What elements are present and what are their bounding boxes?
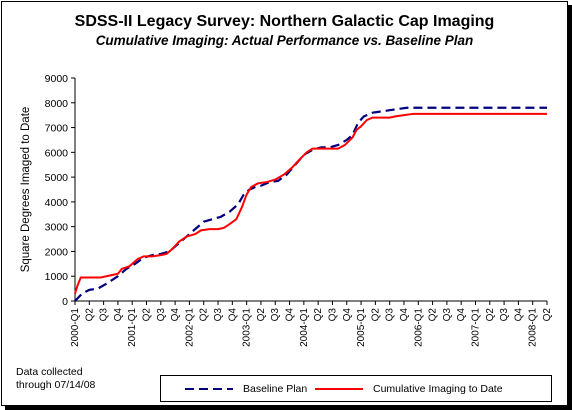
x-tick-label: Q3 <box>213 308 224 322</box>
x-tick-label: Q4 <box>342 308 353 322</box>
series-layer <box>74 106 547 302</box>
series-baseline-plan-line <box>74 106 547 302</box>
x-tick-label: 2006-Q1 <box>413 308 424 347</box>
x-tick-label: 2004-Q1 <box>299 308 310 347</box>
x-tick-label: Q2 <box>370 308 381 322</box>
x-tick-label: Q3 <box>327 308 338 322</box>
y-tick-label: 0 <box>62 296 68 308</box>
x-tick-label: Q4 <box>170 308 181 322</box>
y-axis-label: Square Degrees Imaged to Date <box>20 107 32 273</box>
chart-title: SDSS-II Legacy Survey: Northern Galactic… <box>74 13 495 30</box>
footnote-line-1: Data collected <box>16 366 83 378</box>
y-tick-label: 8000 <box>45 98 69 110</box>
line-chart: 0 1000 2000 3000 4000 5000 6000 7000 8000 9000 200… <box>20 73 553 347</box>
chart-axes: 0 1000 2000 3000 4000 5000 6000 7000 8000 9000 200… <box>45 73 553 347</box>
x-tick-label: Q2 <box>313 308 324 322</box>
legend: Baseline Plan Cumulative Imaging to Date <box>160 375 552 402</box>
chart-subtitle: Cumulative Imaging: Actual Performance v… <box>95 33 474 48</box>
x-tick-label: Q3 <box>499 308 510 322</box>
legend-swatch-baseline <box>185 388 233 390</box>
y-tick-label: 1000 <box>45 271 69 283</box>
x-tick-label: Q4 <box>113 308 124 322</box>
y-tick-label: 4000 <box>45 197 69 209</box>
x-tick-label: 2000-Q1 <box>70 308 81 347</box>
x-tick-label: Q2 <box>542 308 553 322</box>
x-tick-label: Q3 <box>99 308 110 322</box>
x-tick-label: Q2 <box>84 308 95 322</box>
x-tick-label: Q2 <box>485 308 496 322</box>
y-tick-label: 5000 <box>45 172 69 184</box>
y-tick-label: 9000 <box>45 73 69 85</box>
x-tick-label: Q4 <box>513 308 524 322</box>
x-tick-label: Q2 <box>142 308 153 322</box>
x-tick-label: 2001-Q1 <box>127 308 138 347</box>
y-tick-label: 6000 <box>45 147 69 159</box>
x-tick-label: Q2 <box>199 308 210 322</box>
x-tick-label: Q2 <box>428 308 439 322</box>
y-tick-label: 7000 <box>45 123 69 135</box>
x-tick-label: Q4 <box>456 308 467 322</box>
x-tick-label: Q4 <box>227 308 238 322</box>
x-tick-label: 2005-Q1 <box>356 308 367 347</box>
x-tick-label: Q3 <box>156 308 167 322</box>
y-tick-label: 3000 <box>45 222 69 234</box>
x-tick-label: Q3 <box>270 308 281 322</box>
y-tick-label: 2000 <box>45 246 69 258</box>
legend-swatch-actual <box>315 388 363 390</box>
series-cumulative-imaging-line <box>74 112 547 294</box>
x-tick-label: Q3 <box>442 308 453 322</box>
x-tick-label: Q3 <box>385 308 396 322</box>
x-tick-label: 2002-Q1 <box>184 308 195 347</box>
legend-label-baseline: Baseline Plan <box>243 383 308 395</box>
footnote-line-2: through 07/14/08 <box>16 379 96 391</box>
x-tick-label: Q4 <box>399 308 410 322</box>
x-tick-label: 2008-Q1 <box>528 308 539 347</box>
chart-frame: SDSS-II Legacy Survey: Northern Galactic… <box>1 1 568 406</box>
x-tick-label: Q2 <box>256 308 267 322</box>
x-tick-label: Q4 <box>285 308 296 322</box>
x-tick-label: 2003-Q1 <box>242 308 253 347</box>
legend-label-actual: Cumulative Imaging to Date <box>373 383 503 395</box>
x-tick-label: 2007-Q1 <box>470 308 481 347</box>
